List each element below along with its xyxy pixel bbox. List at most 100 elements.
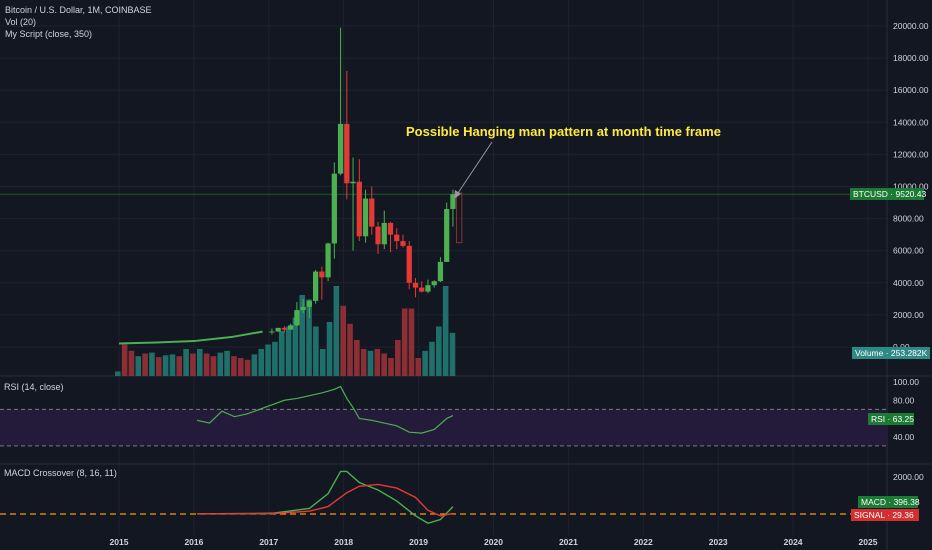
- candle-body: [369, 198, 375, 227]
- volume-bar: [176, 356, 183, 376]
- candle-body: [300, 306, 306, 311]
- volume-bar: [155, 357, 162, 376]
- candle-body: [381, 222, 387, 245]
- volume-bar: [326, 322, 333, 376]
- volume-bar: [210, 356, 217, 376]
- candle-body: [406, 245, 412, 283]
- candle-body: [312, 271, 319, 301]
- volume-bar: [422, 350, 428, 376]
- volume-bar: [429, 341, 435, 376]
- candle-body: [419, 287, 425, 292]
- candle-body: [431, 281, 437, 286]
- time-tick-label: 2016: [184, 537, 203, 547]
- candle-body: [294, 310, 300, 326]
- time-tick-label: 2017: [259, 537, 278, 547]
- price-tick-label: 8000.00: [893, 214, 924, 224]
- time-tick-label: 2021: [559, 537, 578, 547]
- volume-bar: [285, 326, 292, 376]
- volume-bar: [203, 353, 210, 376]
- signal-tag-text: SIGNAL · 29.36: [854, 510, 914, 520]
- price-tick-label: 10000.00: [893, 182, 929, 192]
- volume-bar: [449, 332, 456, 376]
- candle-body: [281, 327, 288, 330]
- candle-body: [288, 325, 294, 330]
- macd-tag-text: MACD · 396.38: [861, 497, 920, 507]
- price-tick-label: 14000.00: [893, 117, 929, 127]
- rsi-band: [0, 409, 887, 446]
- volume-bar: [292, 317, 299, 376]
- volume-bar: [408, 308, 415, 376]
- script-legend[interactable]: My Script (close, 350): [5, 29, 92, 39]
- candle-body: [356, 181, 362, 237]
- volume-bar: [196, 349, 203, 376]
- macd-legend[interactable]: MACD Crossover (8, 16, 11): [4, 468, 117, 478]
- candle-body: [375, 226, 381, 245]
- volume-bar: [162, 355, 169, 376]
- time-tick-label: 2015: [110, 537, 129, 547]
- volume-bar: [128, 350, 135, 376]
- candle-body: [450, 194, 456, 209]
- candle-body: [344, 123, 350, 184]
- time-tick-label: 2018: [334, 537, 353, 547]
- candle-body: [325, 243, 331, 278]
- volume-bar: [395, 340, 401, 376]
- price-tick-label: 4000.00: [893, 278, 924, 288]
- macd-tag: MACD · 396.38: [858, 496, 920, 508]
- time-tick-label: 2019: [409, 537, 428, 547]
- time-tick-label: 2020: [484, 537, 503, 547]
- volume-bar: [169, 354, 176, 376]
- volume-bar: [306, 299, 312, 376]
- volume-bar: [135, 356, 142, 376]
- volume-bar: [313, 326, 319, 376]
- volume-bar: [190, 353, 196, 376]
- volume-bar: [333, 286, 340, 376]
- candle-body: [412, 282, 419, 288]
- volume-bar: [436, 326, 442, 376]
- volume-bar: [115, 371, 121, 376]
- candle-body: [394, 234, 400, 242]
- candle-body: [400, 241, 406, 246]
- volume-bar: [354, 340, 360, 376]
- volume-bar: [388, 358, 394, 376]
- macd-pane: 2000.00: [0, 470, 924, 525]
- candle-body: [331, 173, 337, 244]
- signal-line: [197, 483, 454, 517]
- volume-bar: [272, 341, 278, 376]
- candle-body: [362, 198, 369, 237]
- candle-body: [269, 331, 275, 333]
- early-price-line: [118, 330, 263, 345]
- price-tick-label: 18000.00: [893, 53, 929, 63]
- volume-legend[interactable]: Vol (20): [5, 17, 36, 27]
- volume-bar: [299, 295, 306, 376]
- volume-bar: [121, 344, 128, 376]
- volume-bar: [217, 352, 224, 376]
- volume-bar: [319, 349, 326, 376]
- price-tick-label: 6000.00: [893, 246, 924, 256]
- rsi-legend[interactable]: RSI (14, close): [4, 382, 64, 392]
- signal-tag: SIGNAL · 29.36: [851, 509, 919, 521]
- grid-lines: [0, 0, 887, 535]
- volume-bar: [442, 286, 449, 376]
- candle-body: [387, 222, 394, 235]
- time-tick-label: 2024: [784, 537, 803, 547]
- volume-bar: [381, 353, 387, 376]
- volume-bar: [183, 349, 189, 376]
- candle-body: [319, 271, 325, 278]
- time-tick-label: 2025: [859, 537, 878, 547]
- signal-tag-bg: [851, 509, 919, 521]
- candle-body: [350, 181, 356, 184]
- price-tick-label: 20000.00: [893, 21, 929, 31]
- price-tick-label: 16000.00: [893, 85, 929, 95]
- candle-body: [337, 123, 344, 174]
- symbol-title[interactable]: Bitcoin / U.S. Dollar, 1M, COINBASE: [5, 5, 152, 15]
- macd-tick-label: 2000.00: [893, 472, 924, 482]
- annotation-text[interactable]: Possible Hanging man pattern at month ti…: [406, 124, 721, 139]
- rsi-tick-label: 100.00: [893, 377, 919, 387]
- price-tick-label: 2000.00: [893, 310, 924, 320]
- price-tag: BTCUSD · 9520.43: [850, 188, 926, 200]
- rsi-pane: 100.00 80.00 40.00: [0, 377, 919, 447]
- annotation-arrowhead-icon: [454, 190, 461, 199]
- candle-body: [306, 300, 312, 307]
